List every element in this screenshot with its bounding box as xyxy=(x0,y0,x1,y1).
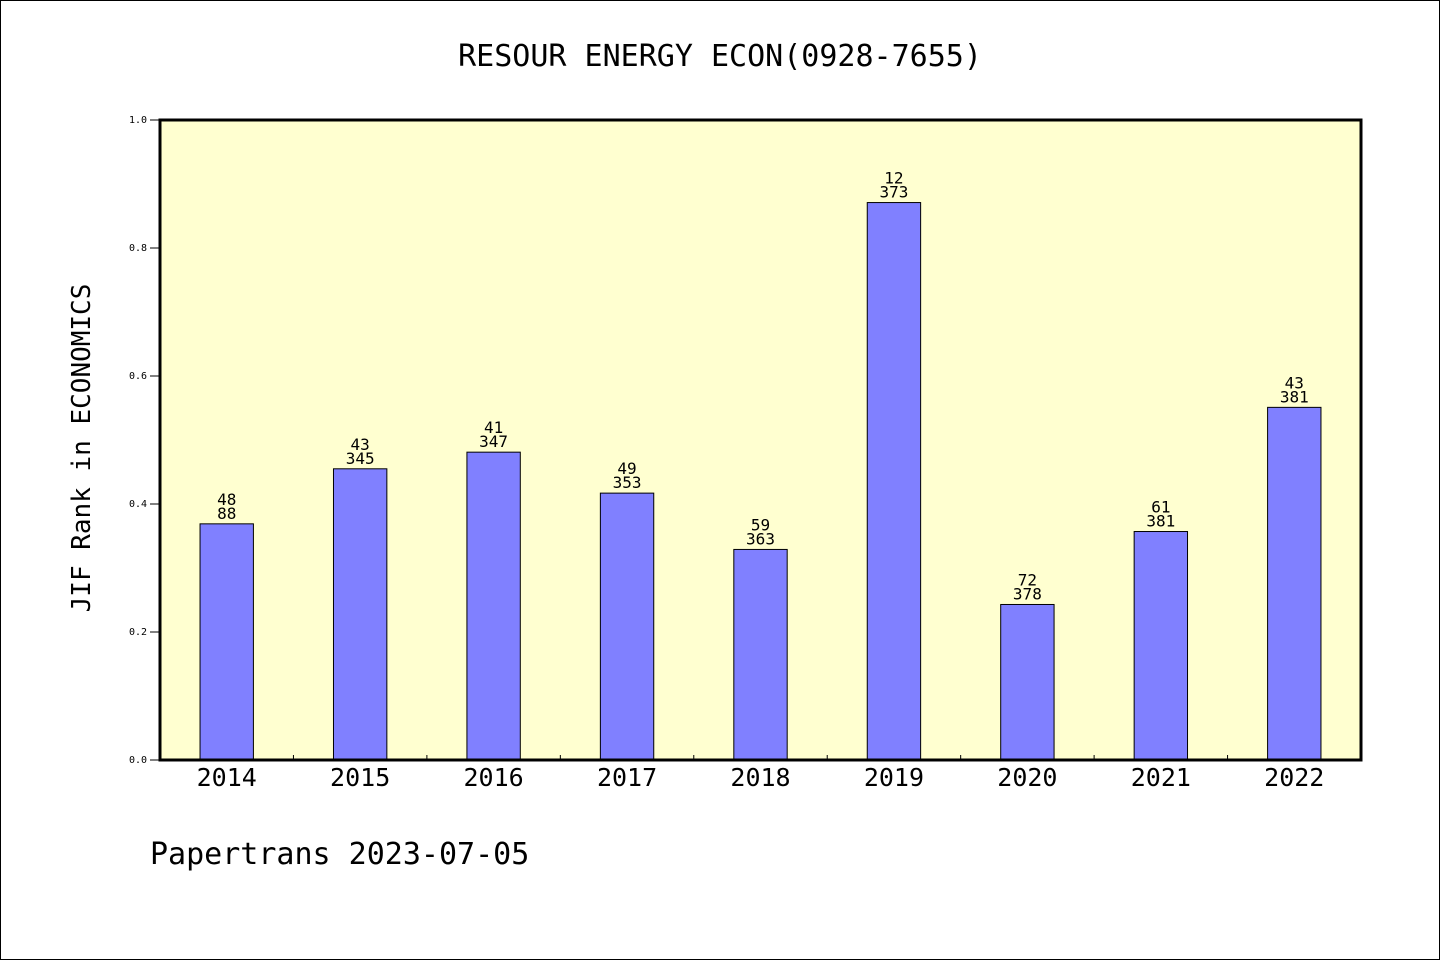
x-tick-label: 2022 xyxy=(1264,763,1324,792)
y-tick-label: 0.6 xyxy=(129,371,147,382)
x-tick-label: 2014 xyxy=(197,763,257,792)
bar-2015 xyxy=(332,468,388,761)
y-tick-label: 0.2 xyxy=(129,627,147,638)
bar-2014 xyxy=(199,523,254,761)
bar-2021 xyxy=(1133,531,1189,761)
bar-labels-group: 4888433454134749353593631237372378613814… xyxy=(217,169,1309,604)
bar-rank-label: 43 xyxy=(1285,373,1304,392)
bar-2019 xyxy=(866,202,922,761)
bar-total-label: 88 xyxy=(217,504,236,523)
x-tick-label: 2017 xyxy=(597,763,657,792)
bar-2020 xyxy=(1000,603,1055,761)
y-tick-label: 0.8 xyxy=(129,243,147,254)
x-axis-ticks: 2014 2015 2016 2017 2018 2019 2020 2021 2022 xyxy=(197,755,1324,792)
y-tick-label: 0.4 xyxy=(129,499,147,510)
bar-total-label: 345 xyxy=(346,449,375,468)
y-axis-ticks: 0.0 0.2 0.4 0.6 0.8 1.0 xyxy=(129,115,160,766)
x-tick-label: 2020 xyxy=(997,763,1057,792)
bar-rank-label: 61 xyxy=(1151,498,1170,517)
bar-total-label: 381 xyxy=(1146,512,1175,531)
bar-rank-label: 12 xyxy=(884,169,903,188)
x-tick-label: 2019 xyxy=(864,763,924,792)
bar-total-label: 347 xyxy=(479,432,508,451)
y-tick-label: 1.0 xyxy=(129,115,147,126)
bar-rank-label: 41 xyxy=(484,418,503,437)
bar-total-label: 381 xyxy=(1280,387,1309,406)
bar-2017 xyxy=(599,492,655,761)
x-tick-label: 2015 xyxy=(330,763,390,792)
bar-rank-label: 43 xyxy=(351,435,370,454)
x-tick-label: 2018 xyxy=(730,763,790,792)
bars-group xyxy=(199,202,1322,761)
bar-rank-label: 59 xyxy=(751,515,770,534)
chart-title: RESOUR ENERGY ECON(0928-7655) xyxy=(458,39,982,74)
footer-credit: Papertrans 2023-07-05 xyxy=(150,837,529,872)
plot-border xyxy=(158,118,1363,762)
bar-total-label: 353 xyxy=(613,473,642,492)
bar-rank-label: 49 xyxy=(617,459,636,478)
x-tick-label: 2021 xyxy=(1131,763,1191,792)
y-axis-label: JIF Rank in ECONOMICS xyxy=(67,284,97,613)
x-tick-label: 2016 xyxy=(464,763,524,792)
bar-total-label: 363 xyxy=(746,529,775,548)
bar-2022 xyxy=(1267,406,1322,761)
bar-2016 xyxy=(466,451,521,761)
y-tick-label: 0.0 xyxy=(129,755,147,766)
bar-total-label: 378 xyxy=(1013,584,1042,603)
bar-total-label: 373 xyxy=(879,183,908,202)
bar-rank-label: 48 xyxy=(217,490,236,509)
bar-2018 xyxy=(733,548,788,761)
bar-rank-label: 72 xyxy=(1018,570,1037,589)
